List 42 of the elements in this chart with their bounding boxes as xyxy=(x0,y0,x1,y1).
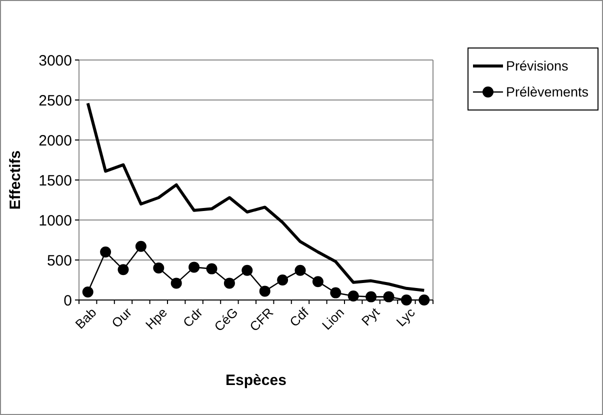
x-tick-label: Our xyxy=(108,304,136,331)
x-tick-label: Cdr xyxy=(180,304,206,330)
y-tick-label: 0 xyxy=(64,292,72,310)
y-tick-label: 3000 xyxy=(38,52,72,70)
legend-label: Prélèvements xyxy=(506,84,589,100)
point xyxy=(294,264,306,276)
point xyxy=(277,274,288,286)
x-tick-label: Hpe xyxy=(142,304,170,332)
point xyxy=(400,294,412,306)
point xyxy=(366,291,377,302)
point xyxy=(82,286,94,298)
x-axis-title: Espèces xyxy=(226,372,286,389)
x-tick-label: Cdf xyxy=(286,304,312,330)
y-tick-label: 2000 xyxy=(38,132,72,150)
point xyxy=(418,294,430,306)
point xyxy=(100,246,112,258)
y-tick-label: 1500 xyxy=(38,172,72,190)
point xyxy=(330,287,342,298)
x-tick-label: CFR xyxy=(246,304,276,334)
x-tick-label: CéG xyxy=(211,304,241,334)
x-tick-label: Bab xyxy=(72,304,100,332)
point xyxy=(224,278,235,289)
y-axis-title: Effectifs xyxy=(7,150,24,210)
x-tick-label: Pyt xyxy=(358,304,383,329)
legend-label: Prévisions xyxy=(506,58,569,74)
point xyxy=(383,291,394,302)
x-tick-label: Lyc xyxy=(393,304,418,330)
point xyxy=(153,262,164,274)
point xyxy=(259,286,270,297)
point xyxy=(118,264,129,276)
point xyxy=(242,264,253,276)
y-tick-label: 2500 xyxy=(38,92,72,110)
y-tick-label: 500 xyxy=(46,252,72,270)
line-series xyxy=(86,102,426,292)
point xyxy=(348,290,359,302)
point xyxy=(170,278,182,289)
point xyxy=(312,276,324,288)
y-tick-label: 1000 xyxy=(38,212,72,230)
point xyxy=(135,240,146,252)
point xyxy=(206,263,218,274)
x-tick-label: Lion xyxy=(319,304,347,333)
point xyxy=(188,262,200,273)
